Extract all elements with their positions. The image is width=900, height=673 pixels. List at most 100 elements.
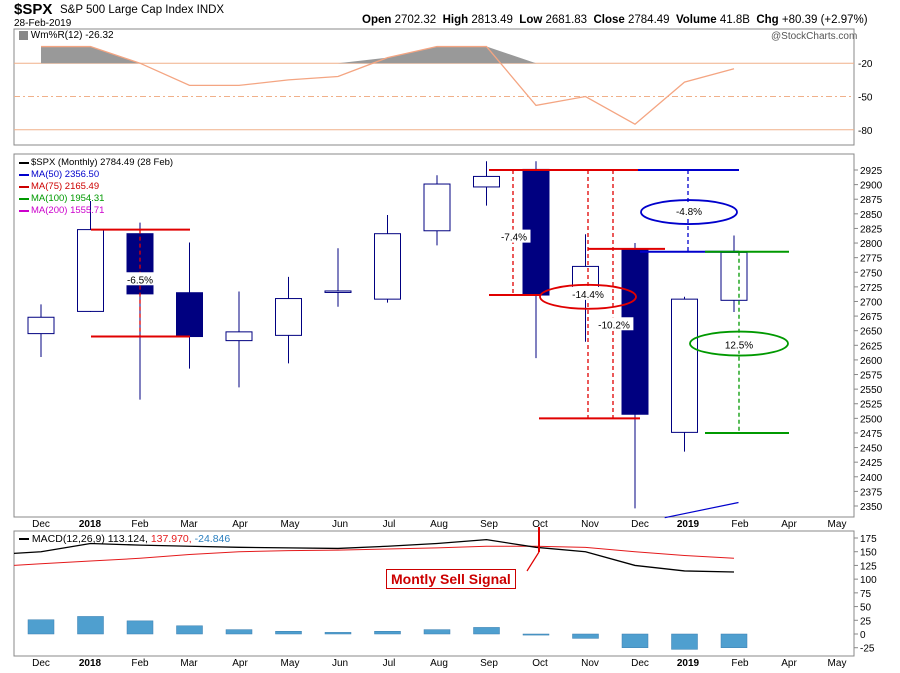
price-tick-label: 2475 xyxy=(860,429,883,440)
price-tick-label: 2375 xyxy=(860,487,883,498)
wmr-swatch xyxy=(19,30,28,40)
chg-value: +80.39 (+2.97%) xyxy=(781,14,868,26)
macd-tick-label: 175 xyxy=(860,534,877,545)
candle-body xyxy=(176,292,203,338)
chart-date: 28-Feb-2019 xyxy=(14,18,72,29)
low-value: 2681.83 xyxy=(545,14,588,26)
pct-drop2-bg xyxy=(497,229,531,243)
macd-hist-bar xyxy=(225,629,253,635)
wmr-label: Wm%R(12) -26.32 xyxy=(19,30,114,41)
price-legend: $SPX (Monthly) 2784.49 (28 Feb) MA(50) 2… xyxy=(19,157,173,217)
moving-average xyxy=(664,501,739,519)
month-label: Feb xyxy=(731,658,749,669)
drop-ellipse xyxy=(539,283,637,310)
month-label: Jun xyxy=(332,658,348,669)
legend-swatch xyxy=(19,186,29,188)
wmr-series: -20 -50 -80 xyxy=(14,45,873,137)
legend-ma50-label: MA(50) 2356.50 xyxy=(31,169,100,180)
macd-hist-bar xyxy=(176,625,203,635)
wmr-tick-label: -50 xyxy=(858,93,873,104)
legend-main: $SPX (Monthly) 2784.49 (28 Feb) xyxy=(19,157,173,169)
open-label: Open xyxy=(362,14,392,26)
price-tick-label: 2525 xyxy=(860,400,883,411)
pct-drop-total: -14.4% xyxy=(572,290,604,301)
macd-hist-bar xyxy=(275,631,302,635)
open-value: 2702.32 xyxy=(394,14,437,26)
month-label: Aug xyxy=(430,658,448,669)
month-label: Apr xyxy=(232,658,248,669)
wmr-tick-label: -20 xyxy=(858,59,873,70)
macd-value-c: -24.846 xyxy=(194,533,231,545)
macd-hist-bar xyxy=(473,627,500,635)
month-label: Oct xyxy=(532,658,548,669)
macd-tick-label: 150 xyxy=(860,548,877,559)
price-tick-label: 2550 xyxy=(860,385,883,396)
month-label: Nov xyxy=(581,519,599,530)
exchange-name: INDX xyxy=(196,4,225,16)
price-tick-label: 2700 xyxy=(860,297,883,308)
ma50-line xyxy=(664,501,739,519)
macd-signal-line xyxy=(13,545,735,566)
legend-main-label: $SPX (Monthly) 2784.49 (28 Feb) xyxy=(31,157,174,168)
month-label: Apr xyxy=(781,519,797,530)
macd-tick-label: 25 xyxy=(860,616,872,627)
candle-body xyxy=(572,265,599,292)
price-tick-label: 2875 xyxy=(860,195,883,206)
candle-body xyxy=(671,298,698,433)
macd-tick-label: 50 xyxy=(860,603,872,614)
pct-rally: 12.5% xyxy=(725,341,753,352)
price-tick-label: 2400 xyxy=(860,473,883,484)
legend-swatch xyxy=(19,174,29,176)
macd-tick-label: -25 xyxy=(860,644,875,655)
symbol-title: $SPX xyxy=(14,1,53,18)
symbol-name: S&P 500 Large Cap Index INDX xyxy=(60,4,224,16)
price-tick-label: 2900 xyxy=(860,181,883,192)
month-axis: Dec Dec 2018 2018 Feb Feb Mar Mar Apr Apr May May Ju… xyxy=(32,519,846,669)
candle-body xyxy=(423,183,451,232)
macd-hist-bar xyxy=(27,619,55,635)
price-tick-label: 2350 xyxy=(860,502,883,513)
macd-hist-bar xyxy=(522,633,550,636)
legend-ma100-label: MA(100) 1954.31 xyxy=(31,193,105,204)
pct-drop3-bg xyxy=(594,317,634,331)
macd-hist-bar xyxy=(671,633,698,650)
month-label: Mar xyxy=(180,658,198,669)
month-label: Apr xyxy=(781,658,797,669)
rally-ellipse xyxy=(689,330,789,357)
price-tick-label: 2650 xyxy=(860,327,883,338)
macd-hist-bar xyxy=(374,631,401,635)
month-label: 2019 xyxy=(677,658,700,669)
legend-ma100: MA(100) 1954.31 xyxy=(19,193,173,205)
price-tick-label: 2450 xyxy=(860,444,883,455)
legend-ma75-label: MA(75) 2165.49 xyxy=(31,181,100,192)
sell-signal-callout: Montly Sell Signal xyxy=(386,569,516,589)
macd-tick-label: 0 xyxy=(860,630,866,641)
pct-drop1: -6.5% xyxy=(127,275,153,286)
macd-hist-bar xyxy=(621,633,649,648)
pct-drop2: -7.4% xyxy=(501,233,527,244)
wmr-value: Wm%R(12) -26.32 xyxy=(30,30,114,41)
month-label: Sep xyxy=(480,658,498,669)
wmr-panel xyxy=(13,28,855,146)
legend-ma50: MA(50) 2356.50 xyxy=(19,169,173,181)
month-label: Jul xyxy=(383,519,396,530)
price-tick-label: 2925 xyxy=(860,166,883,177)
macd-hist-bar xyxy=(720,633,748,648)
pct-remaining-bg xyxy=(672,203,706,217)
month-label: Feb xyxy=(131,519,149,530)
price-tick-label: 2625 xyxy=(860,341,883,352)
macd-series: 175 150 125 100 75 50 25 0 -25 xyxy=(13,527,877,655)
legend-swatch xyxy=(19,198,29,200)
candle-body xyxy=(324,290,352,293)
macd-hist-bar xyxy=(77,616,104,635)
month-label: 2018 xyxy=(79,519,102,530)
price-panel xyxy=(13,153,855,518)
month-label: Oct xyxy=(532,519,548,530)
pct-rally-bg xyxy=(722,337,756,351)
pct-drop-total-bg xyxy=(568,286,608,300)
price-tick-label: 2800 xyxy=(860,239,883,250)
macd-hist-bar xyxy=(423,629,451,635)
month-label: Sep xyxy=(480,519,498,530)
callout-pointer xyxy=(526,551,540,572)
low-label: Low xyxy=(519,14,543,26)
